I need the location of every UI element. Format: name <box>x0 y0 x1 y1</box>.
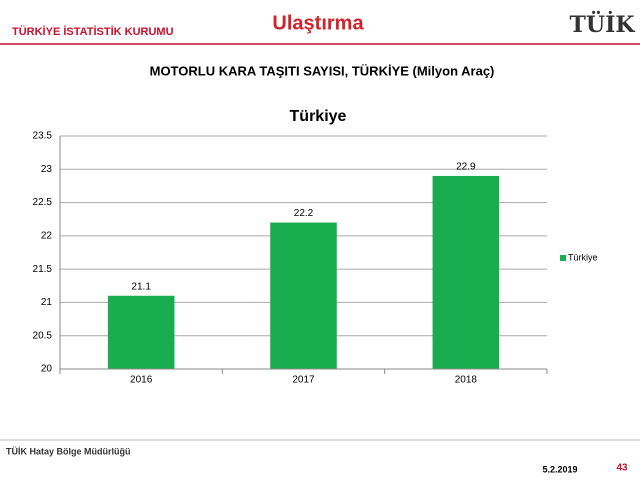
date: 5.2.2019 <box>542 464 577 474</box>
y-tick-label: 21 <box>41 297 53 308</box>
x-tick-label: 2017 <box>292 375 315 386</box>
legend-label: Türkiye <box>568 252 598 262</box>
organization: TÜRKİYE İSTATİSTİK KURUMU <box>12 25 174 38</box>
y-tick-label: 22 <box>41 230 53 241</box>
y-tick-label: 23 <box>41 164 53 175</box>
page-number: 43 <box>616 463 628 474</box>
y-tick-label: 20.5 <box>33 330 53 341</box>
value-label: 22.9 <box>456 162 476 173</box>
logo: TÜİK <box>570 10 636 38</box>
chart-title: Türkiye <box>290 108 347 125</box>
bar <box>270 222 337 369</box>
heading: MOTORLU KARA TAŞITI SAYISI, TÜRKİYE (Mil… <box>150 63 495 78</box>
value-label: 22.2 <box>294 208 314 219</box>
value-label: 21.1 <box>131 281 151 292</box>
x-tick-label: 2018 <box>455 375 478 386</box>
legend-swatch <box>560 255 566 261</box>
y-tick-label: 23.5 <box>33 131 53 142</box>
office: TÜİK Hatay Bölge Müdürlüğü <box>6 446 131 456</box>
bar <box>107 295 175 369</box>
y-tick-label: 22.5 <box>33 197 53 208</box>
y-tick-label: 20 <box>41 364 53 375</box>
section-title: Ulaştırma <box>272 12 364 34</box>
x-tick-label: 2016 <box>130 375 153 386</box>
y-tick-label: 21.5 <box>33 264 53 275</box>
bar <box>432 175 500 369</box>
